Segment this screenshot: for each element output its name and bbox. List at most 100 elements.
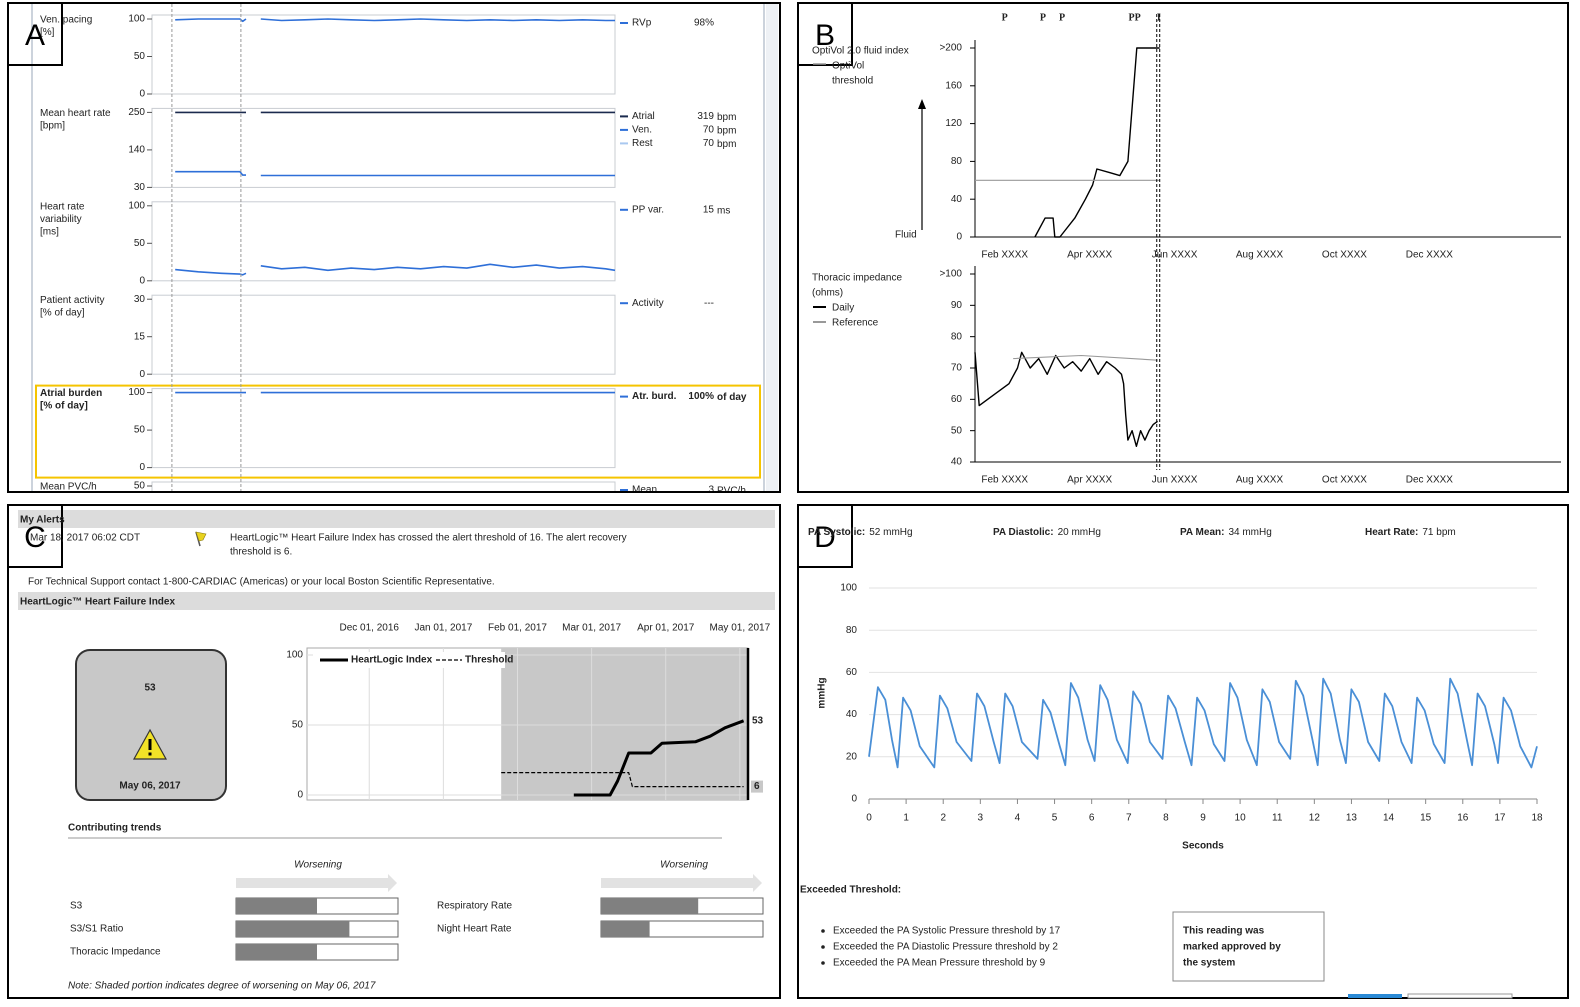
y-tick-label: 60	[951, 394, 963, 405]
y-tick-label: 160	[945, 80, 962, 91]
header-bar	[18, 592, 775, 610]
x-tick-label: Jun XXXX	[1152, 475, 1198, 486]
legend-unit: bpm	[717, 139, 736, 150]
plot-frame	[151, 481, 616, 491]
row-label: Heart rate	[40, 201, 85, 212]
event-label: PP	[1129, 12, 1141, 23]
trend-bar	[601, 921, 650, 937]
panel-label-box	[797, 2, 853, 66]
y-tick-label: 0	[139, 89, 145, 100]
x-tick-label: Apr XXXX	[1067, 250, 1112, 261]
index-value: 53	[144, 683, 156, 694]
worsening-arrow	[236, 874, 397, 892]
event-label: I	[1157, 12, 1161, 23]
panel-label: A	[25, 19, 45, 52]
panel-label-box	[7, 2, 63, 66]
y-tick-label: 20	[846, 751, 858, 762]
x-tick-label: 8	[1163, 813, 1169, 824]
button-edge	[1407, 993, 1513, 999]
legend-name: Atrial	[632, 111, 655, 122]
pressure-line	[868, 677, 1538, 769]
legend-reading: 98%	[694, 18, 714, 29]
reading-label: Heart Rate:	[1365, 527, 1418, 538]
x-axis-label: Seconds	[1182, 841, 1224, 852]
event-label: P	[1040, 12, 1046, 23]
reading-value: 71 bpm	[1422, 527, 1455, 538]
bullet	[821, 929, 825, 933]
x-tick-label: Jan 01, 2017	[414, 623, 472, 634]
y-tick-label: 80	[846, 625, 858, 636]
threshold-item: Exceeded the PA Systolic Pressure thresh…	[833, 926, 1061, 937]
index-card	[75, 649, 227, 801]
note: Note: Shaded portion indicates degree of…	[68, 981, 376, 992]
row-label: [% of day]	[40, 307, 85, 318]
data-line	[175, 170, 615, 177]
y-tick-label: 60	[846, 667, 858, 678]
threshold-item: Exceeded the PA Mean Pressure threshold …	[833, 958, 1046, 969]
direction-label: Worsening	[294, 860, 342, 871]
row-label: [ms]	[40, 226, 59, 237]
x-tick-label: 11	[1272, 813, 1283, 824]
panel-label: C	[24, 521, 46, 554]
y-tick-label: 50	[134, 238, 146, 249]
x-tick-label: Oct XXXX	[1322, 475, 1367, 486]
trend-bar	[236, 898, 317, 914]
legend-name: Atr. burd.	[632, 391, 677, 402]
event-label: P	[1059, 12, 1065, 23]
panel-label-box	[7, 504, 63, 568]
y-tick-label: 100	[128, 14, 145, 25]
flag-icon	[195, 531, 207, 547]
y-tick-label: 0	[139, 462, 145, 473]
legend-name: Daily	[832, 303, 854, 314]
bullet	[821, 945, 825, 949]
y-tick-label: >100	[939, 269, 962, 280]
y-tick-label: 50	[134, 481, 146, 492]
data-line	[1013, 354, 1158, 361]
status-box	[1172, 911, 1325, 982]
data-line	[1034, 47, 1160, 238]
x-tick-label: Mar 01, 2017	[562, 623, 621, 634]
legend-name: OptiVol	[832, 61, 864, 72]
alert-message: HeartLogic™ Heart Failure Index has cros…	[230, 533, 627, 544]
x-tick-label: Aug XXXX	[1236, 475, 1284, 486]
x-tick-label: 12	[1309, 813, 1321, 824]
plot-frame	[151, 14, 616, 95]
plot-frame	[151, 107, 616, 188]
x-tick-label: 13	[1346, 813, 1358, 824]
reading-label: PA Mean:	[1180, 527, 1224, 538]
legend-reading: 319	[697, 111, 714, 122]
y-tick-label: 40	[846, 709, 858, 720]
y-axis-label: mmHg	[817, 677, 828, 708]
y-tick-label: 120	[945, 118, 962, 129]
row-label: Mean PVC/h	[40, 482, 97, 493]
legend-name: RVp	[632, 18, 652, 29]
x-tick-label: Dec XXXX	[1406, 475, 1454, 486]
direction-label: Worsening	[660, 860, 708, 871]
row-label: [bpm]	[40, 121, 65, 132]
warning-icon	[132, 728, 168, 760]
alert-shade	[501, 648, 748, 800]
legend-reading: ---	[704, 298, 714, 309]
data-line	[974, 351, 1159, 447]
trend-name: S3/S1 Ratio	[70, 924, 124, 935]
x-tick-label: Aug XXXX	[1236, 250, 1284, 261]
y-tick-label: 50	[951, 425, 963, 436]
x-tick-label: Oct XXXX	[1322, 250, 1367, 261]
chart-title: OptiVol 2.0 fluid index	[812, 46, 909, 57]
section-title: My Alerts	[20, 515, 65, 526]
trend-name: S3	[70, 901, 83, 912]
section-title: HeartLogic™ Heart Failure Index	[20, 597, 175, 608]
data-line	[175, 263, 616, 276]
y-tick-label: 100	[128, 387, 145, 398]
legend-reading: 3	[708, 485, 714, 496]
plot-frame	[151, 388, 616, 469]
y-tick-label: 0	[956, 232, 962, 243]
reading-value: 34 mmHg	[1228, 527, 1271, 538]
legend-reading: 70	[703, 125, 715, 136]
worsening-arrow	[601, 874, 762, 892]
reading: PA Mean: 34 mmHg	[1180, 527, 1272, 538]
button-edge	[1348, 994, 1402, 998]
end-label: 53	[752, 715, 764, 726]
trend-name: Thoracic Impedance	[70, 947, 161, 958]
legend-name: threshold	[832, 76, 873, 87]
